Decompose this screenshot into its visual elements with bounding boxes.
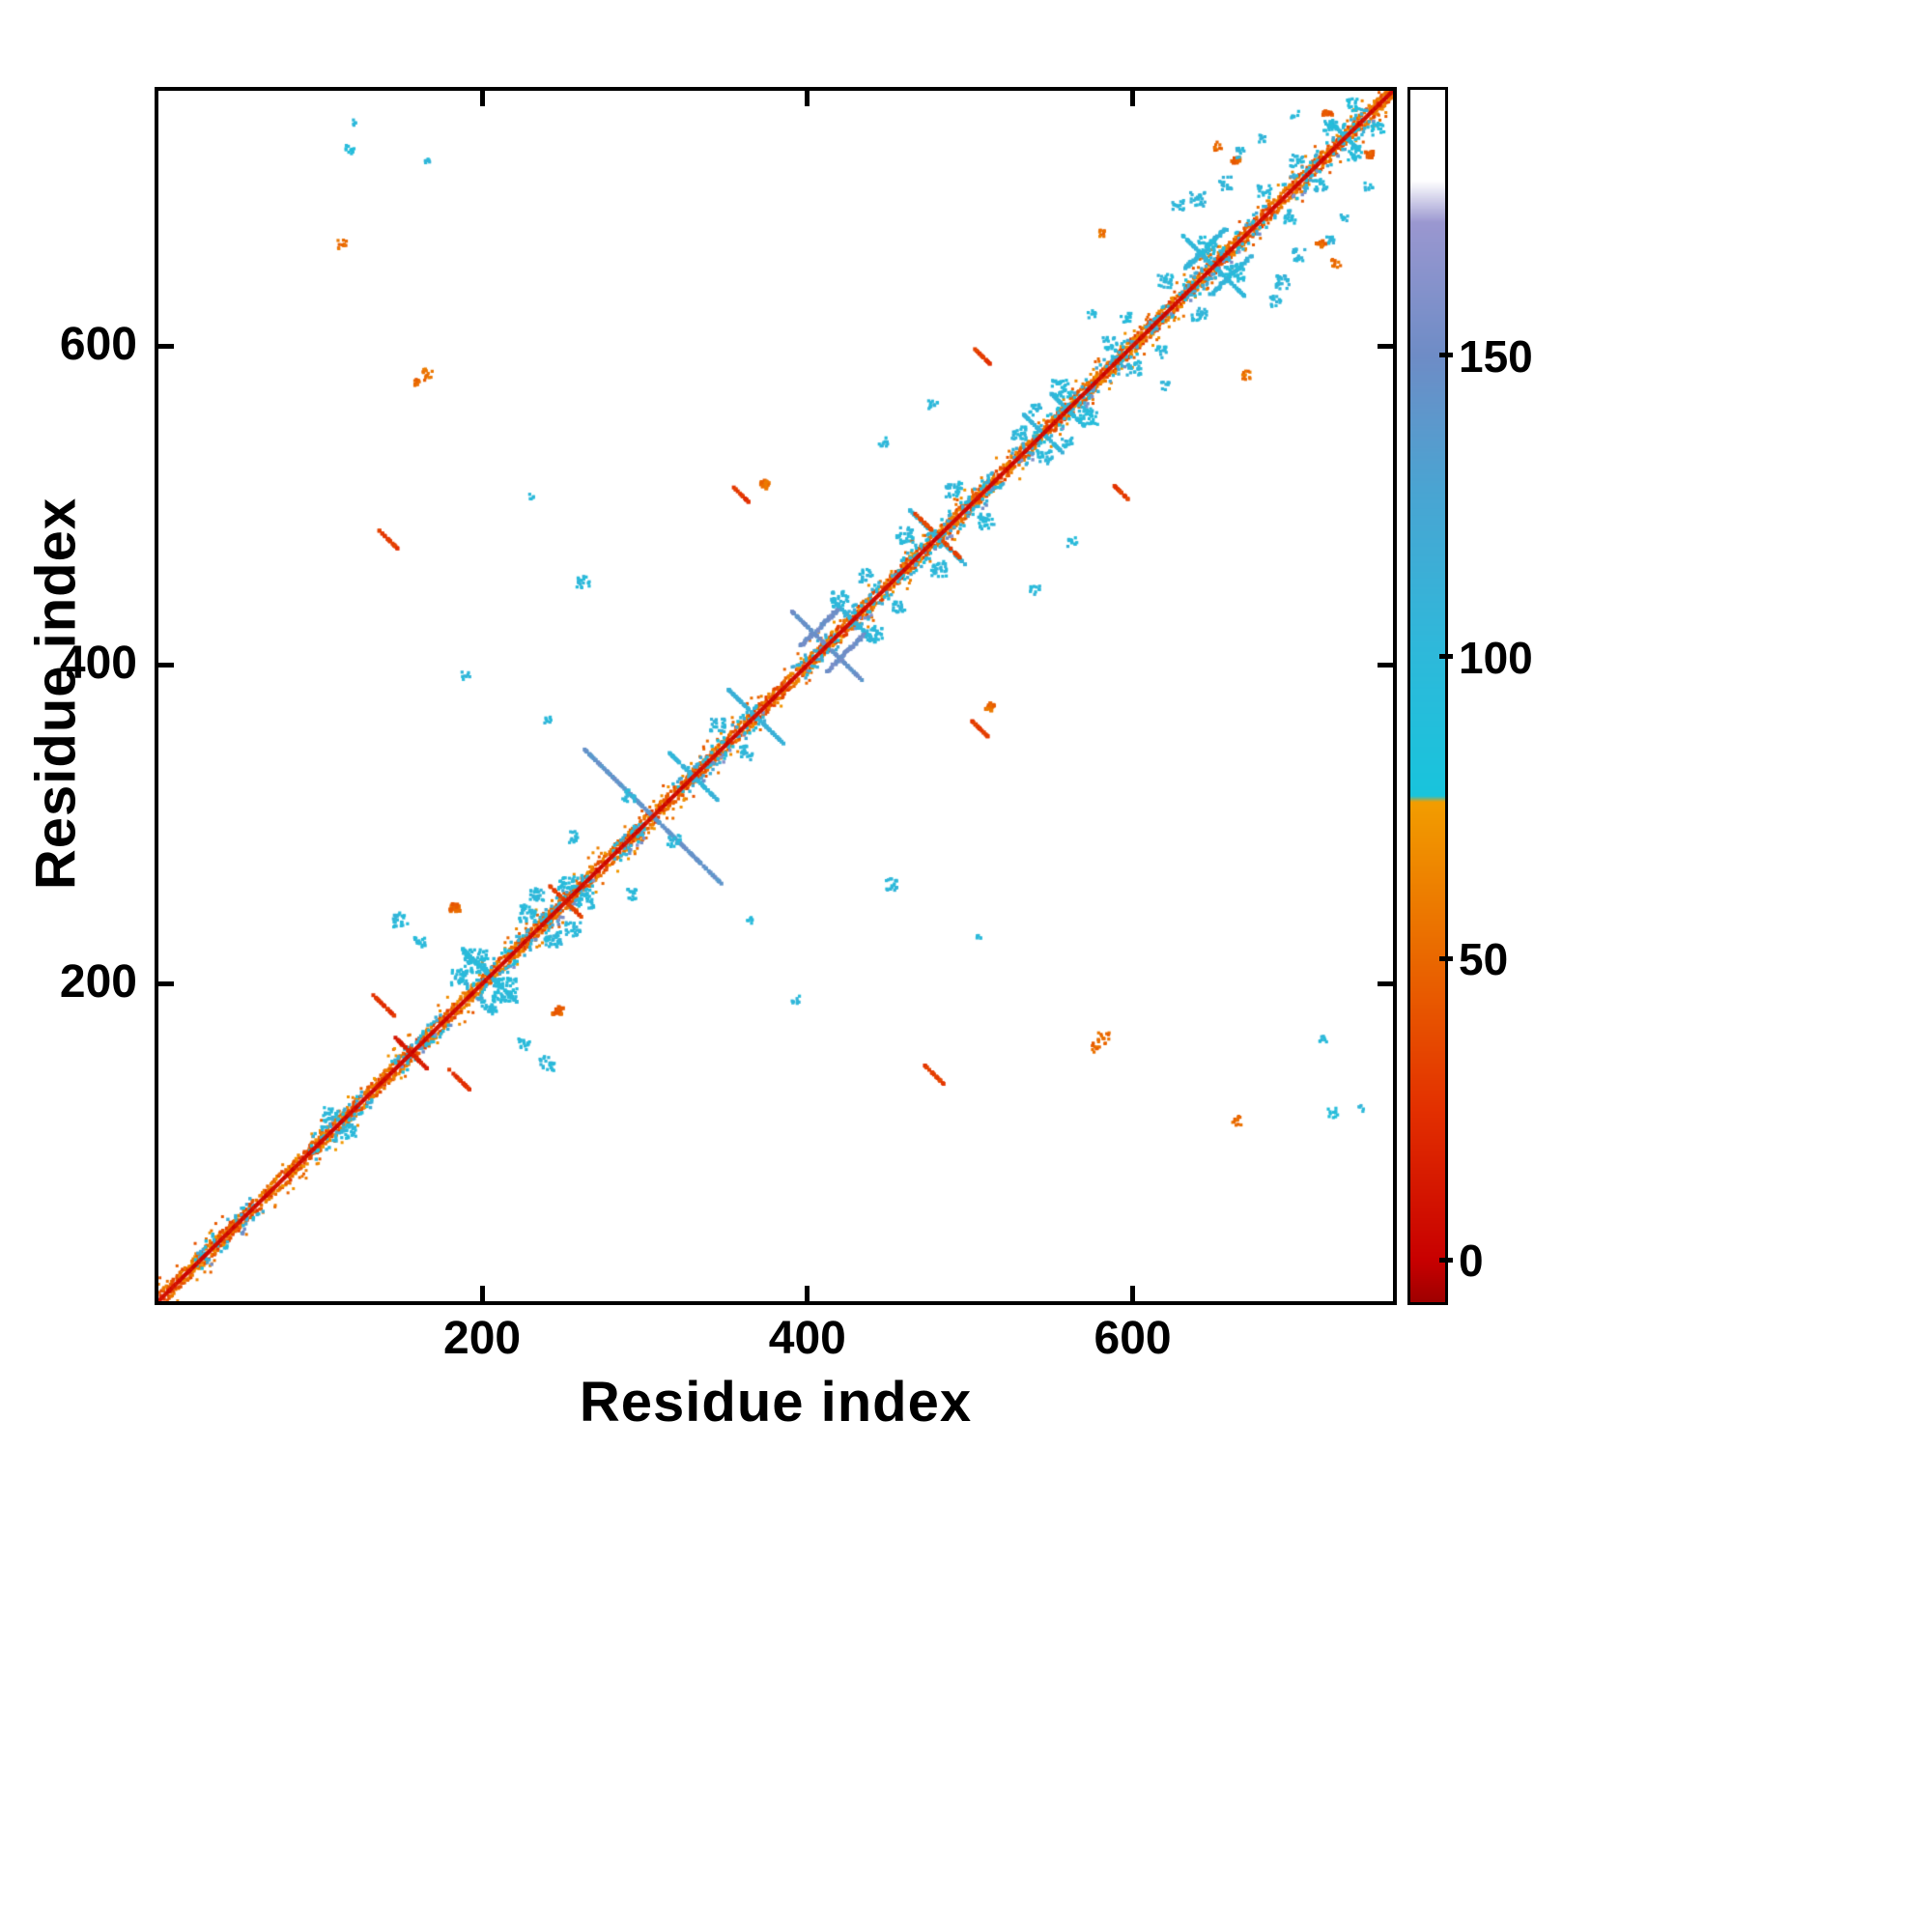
y-tick-mark-left [158,980,174,986]
x-tick-label: 600 [1094,1313,1172,1364]
colorbar-tick-label: 150 [1459,330,1533,382]
colorbar-tick-mark [1439,353,1453,358]
y-tick-label: 600 [59,319,137,371]
x-axis-label: Residue index [579,1371,973,1434]
y-axis-label: Residue index [24,497,88,891]
x-tick-mark-top [1130,91,1136,106]
colorbar-tick-mark [1439,654,1453,660]
contact-map-canvas [158,91,1393,1301]
colorbar [1407,87,1448,1305]
x-tick-mark-bottom [805,1286,810,1301]
x-tick-mark-top [479,91,485,106]
y-tick-label: 400 [59,638,137,690]
y-tick-mark-right [1378,343,1393,349]
colorbar-tick-mark [1439,955,1453,961]
x-tick-label: 400 [768,1313,846,1364]
plot-area [155,87,1397,1305]
y-tick-mark-right [1378,662,1393,668]
y-tick-mark-left [158,343,174,349]
y-tick-mark-left [158,662,174,668]
colorbar-gradient [1410,90,1445,1302]
x-tick-mark-bottom [479,1286,485,1301]
x-tick-mark-bottom [1130,1286,1136,1301]
colorbar-tick-mark [1439,1257,1453,1263]
colorbar-tick-label: 100 [1459,632,1533,683]
y-tick-mark-right [1378,980,1393,986]
colorbar-tick-label: 50 [1459,934,1509,985]
x-tick-mark-top [805,91,810,106]
colorbar-tick-label: 0 [1459,1236,1484,1287]
y-tick-label: 200 [59,956,137,1009]
x-tick-label: 200 [443,1313,522,1364]
